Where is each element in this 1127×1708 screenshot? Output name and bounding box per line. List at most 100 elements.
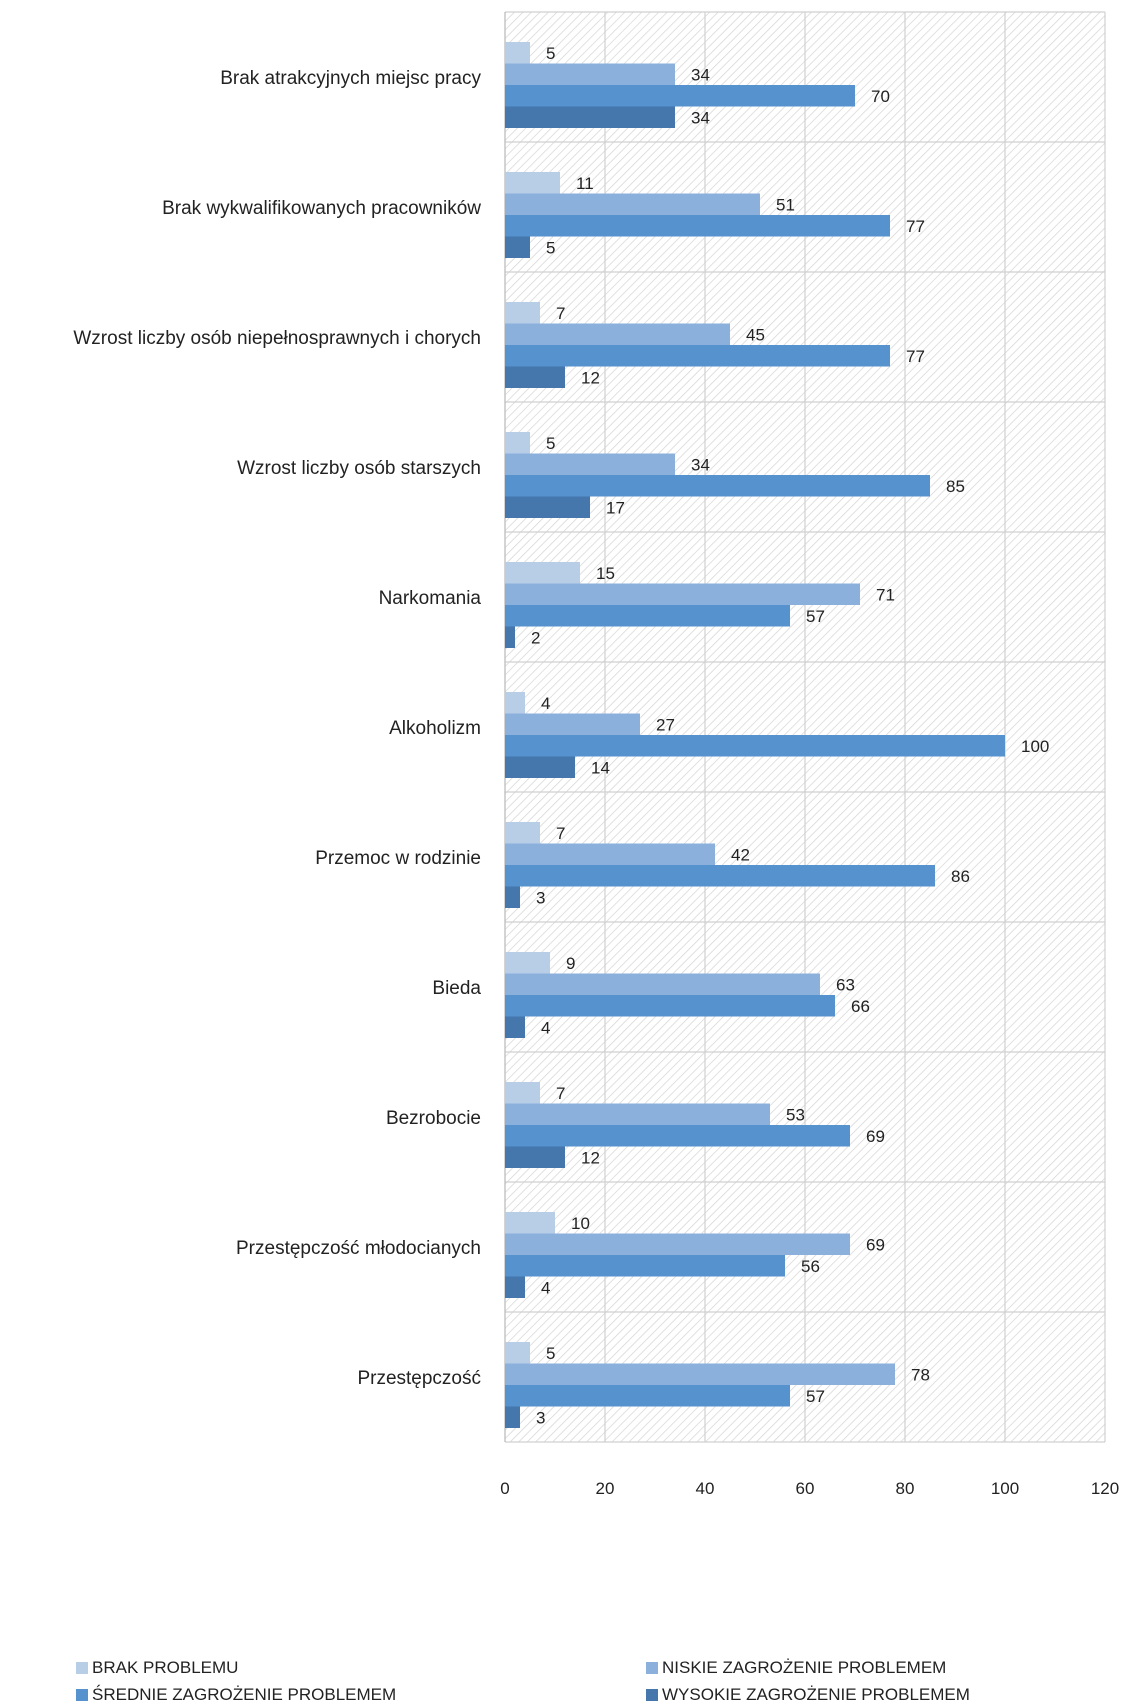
- bar: [505, 1082, 540, 1104]
- data-label: 100: [1021, 737, 1049, 756]
- category-label: Przestępczość: [357, 1368, 481, 1389]
- data-label: 85: [946, 477, 965, 496]
- data-label: 3: [536, 1408, 545, 1427]
- bars: [505, 42, 1005, 1428]
- data-label: 7: [556, 1084, 565, 1103]
- bar: [505, 215, 890, 237]
- data-label: 70: [871, 87, 890, 106]
- x-tick-label: 80: [896, 1479, 915, 1498]
- bar: [505, 843, 715, 865]
- data-label: 71: [876, 585, 895, 604]
- data-label: 10: [571, 1214, 590, 1233]
- bar: [505, 1146, 565, 1168]
- data-label: 2: [531, 628, 540, 647]
- bar: [505, 1233, 850, 1255]
- bar: [505, 63, 675, 85]
- bar: [505, 106, 675, 128]
- category-label: Przestępczość młodocianych: [236, 1238, 481, 1259]
- x-tick-label: 0: [500, 1479, 509, 1498]
- category-label: Wzrost liczby osób niepełnosprawnych i c…: [73, 328, 481, 349]
- bar: [505, 1363, 895, 1385]
- x-tick-label: 60: [796, 1479, 815, 1498]
- data-label: 34: [691, 108, 710, 127]
- data-label: 5: [546, 434, 555, 453]
- data-label: 12: [581, 368, 600, 387]
- bar: [505, 692, 525, 714]
- bar: [505, 735, 1005, 757]
- bar: [505, 952, 550, 974]
- data-label: 17: [606, 498, 625, 517]
- bar: [505, 1342, 530, 1364]
- data-label: 5: [546, 1344, 555, 1363]
- data-label: 66: [851, 997, 870, 1016]
- category-label: Bezrobocie: [386, 1108, 481, 1129]
- data-label: 34: [691, 65, 710, 84]
- data-label: 5: [546, 44, 555, 63]
- bar: [505, 432, 530, 454]
- data-label: 53: [786, 1105, 805, 1124]
- bar: [505, 1276, 525, 1298]
- data-label: 9: [566, 954, 575, 973]
- data-label: 7: [556, 304, 565, 323]
- bar: [505, 973, 820, 995]
- data-label: 14: [591, 758, 610, 777]
- data-label: 4: [541, 1018, 550, 1037]
- bar: [505, 85, 855, 107]
- data-label: 56: [801, 1257, 820, 1276]
- bar: [505, 345, 890, 367]
- category-label: Narkomania: [379, 588, 482, 609]
- data-label: 69: [866, 1127, 885, 1146]
- bar: [505, 1103, 770, 1125]
- data-label: 45: [746, 325, 765, 344]
- data-label: 5: [546, 238, 555, 257]
- data-label: 7: [556, 824, 565, 843]
- category-label: Przemoc w rodzinie: [315, 848, 481, 869]
- data-label: 4: [541, 1278, 550, 1297]
- bar: [505, 1385, 790, 1407]
- labels: 0 20 40 60 80 100 120 Brak atrakcyjnych miejsc …: [73, 44, 1119, 1498]
- data-label: 42: [731, 845, 750, 864]
- bar: [505, 172, 560, 194]
- data-label: 51: [776, 195, 795, 214]
- x-tick-label: 120: [1091, 1479, 1119, 1498]
- bar: [505, 1125, 850, 1147]
- data-label: 3: [536, 888, 545, 907]
- bar: [505, 193, 760, 215]
- category-label: Brak atrakcyjnych miejsc pracy: [220, 68, 481, 89]
- bar: [505, 562, 580, 584]
- bar: [505, 756, 575, 778]
- data-label: 63: [836, 975, 855, 994]
- bar: [505, 302, 540, 324]
- grid: [504, 11, 1106, 1443]
- data-label: 57: [806, 607, 825, 626]
- bar: [505, 236, 530, 258]
- data-label: 57: [806, 1387, 825, 1406]
- data-label: 15: [596, 564, 615, 583]
- category-label: Wzrost liczby osób starszych: [237, 458, 481, 479]
- bar: [505, 1016, 525, 1038]
- data-label: 4: [541, 694, 550, 713]
- bar: [505, 605, 790, 627]
- bar: [505, 1255, 785, 1277]
- data-label: 77: [906, 347, 925, 366]
- data-label: 86: [951, 867, 970, 886]
- x-tick-label: 100: [991, 1479, 1019, 1498]
- bar: [505, 822, 540, 844]
- bar: [505, 453, 675, 475]
- category-label: Alkoholizm: [389, 718, 481, 739]
- data-label: 78: [911, 1365, 930, 1384]
- data-label: 27: [656, 715, 675, 734]
- data-label: 11: [576, 174, 594, 193]
- bar: [505, 1212, 555, 1234]
- bar: [505, 583, 860, 605]
- bar: [505, 865, 935, 887]
- category-label: Brak wykwalifikowanych pracowników: [162, 198, 481, 219]
- bar: [505, 475, 930, 497]
- bar: [505, 713, 640, 735]
- bar: [505, 42, 530, 64]
- bar: [505, 1406, 520, 1428]
- data-label: 12: [581, 1148, 600, 1167]
- bar: [505, 496, 590, 518]
- x-tick-label: 20: [596, 1479, 615, 1498]
